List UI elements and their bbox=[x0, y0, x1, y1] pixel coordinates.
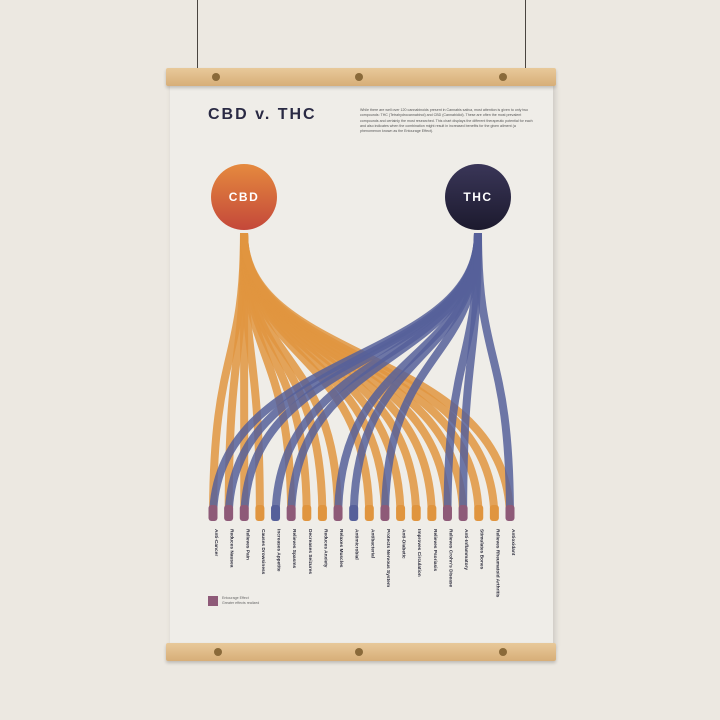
effect-endpoint bbox=[239, 505, 249, 521]
legend: Entourage Effect Greater effects realize… bbox=[208, 596, 259, 606]
legend-line-1: Entourage Effect bbox=[222, 596, 249, 600]
screw bbox=[499, 73, 507, 81]
effect-label: Antimicrobial bbox=[354, 529, 360, 560]
screw bbox=[355, 73, 363, 81]
effect-endpoint bbox=[271, 505, 281, 521]
cbd-circle bbox=[211, 164, 277, 230]
effect-label: Anti-Inflammatory bbox=[463, 529, 469, 570]
effect-label: Improves Circulation bbox=[416, 529, 422, 577]
effect-label: Anti-Cancer bbox=[213, 529, 219, 556]
poster: CBD v. THC While there are well over 120… bbox=[170, 84, 553, 646]
top-wood-hanger bbox=[166, 68, 556, 86]
effect-endpoint bbox=[224, 505, 234, 521]
effect-label: Causes Drowsiness bbox=[260, 529, 266, 575]
effect-endpoint bbox=[380, 505, 390, 521]
hanging-string-left bbox=[197, 0, 198, 70]
effect-endpoint bbox=[317, 505, 327, 521]
effect-label: Reduces Nausea bbox=[229, 529, 235, 568]
hanging-string-right bbox=[525, 0, 526, 70]
effect-label: Relieves Psoriasis bbox=[432, 529, 438, 571]
effect-label: Relaxes Muscles bbox=[338, 529, 344, 568]
effect-label: Antioxidant bbox=[510, 529, 516, 556]
effect-endpoint bbox=[255, 505, 265, 521]
bottom-wood-hanger bbox=[166, 643, 556, 661]
legend-line-2: Greater effects realized bbox=[222, 601, 260, 605]
effect-label: Relieves Spasms bbox=[291, 529, 297, 569]
effect-label: Reduces Anxiety bbox=[322, 529, 328, 568]
thc-label: THC bbox=[463, 190, 492, 204]
poster-title: CBD v. THC bbox=[208, 106, 317, 123]
effect-label: Protects Nervous System bbox=[385, 529, 391, 587]
effect-endpoint bbox=[505, 505, 515, 521]
effect-label: Stimulates Bones bbox=[479, 529, 485, 570]
effect-label: Relieves Rheumatoid Arthritis bbox=[494, 529, 500, 598]
thc-link-19 bbox=[474, 232, 514, 520]
screw bbox=[214, 648, 222, 656]
effect-endpoint bbox=[474, 505, 484, 521]
legend-swatch bbox=[208, 596, 218, 606]
effect-endpoint bbox=[364, 505, 374, 521]
cbd-label: CBD bbox=[229, 190, 260, 204]
effect-endpoint bbox=[286, 505, 296, 521]
effect-label: Decreases Seizures bbox=[307, 529, 313, 574]
effect-endpoint bbox=[396, 505, 406, 521]
effect-endpoint bbox=[333, 505, 343, 521]
effect-endpoint bbox=[427, 505, 437, 521]
effects-diagram: Anti-Cancer Reduces Nausea Relieves Pain Ca… bbox=[208, 164, 516, 598]
effect-endpoint bbox=[349, 505, 359, 521]
effect-label: Antibacterial bbox=[369, 529, 375, 558]
screw bbox=[212, 73, 220, 81]
effect-endpoint bbox=[442, 505, 452, 521]
intro-paragraph: While there are well over 120 cannabinoi… bbox=[360, 108, 533, 134]
effect-endpoint bbox=[411, 505, 421, 521]
thc-circle bbox=[445, 164, 511, 230]
effect-label: Increases Appetite bbox=[276, 529, 282, 572]
effect-endpoint bbox=[458, 505, 468, 521]
effect-label: Relieves Pain bbox=[244, 529, 250, 560]
screw bbox=[499, 648, 507, 656]
effect-label: Relieves Crohn's Disease bbox=[447, 529, 453, 588]
effect-endpoint bbox=[208, 505, 218, 521]
effect-endpoint bbox=[302, 505, 312, 521]
screw bbox=[355, 648, 363, 656]
effect-endpoint bbox=[489, 505, 499, 521]
effect-label: Anti-Diabetic bbox=[401, 529, 407, 559]
